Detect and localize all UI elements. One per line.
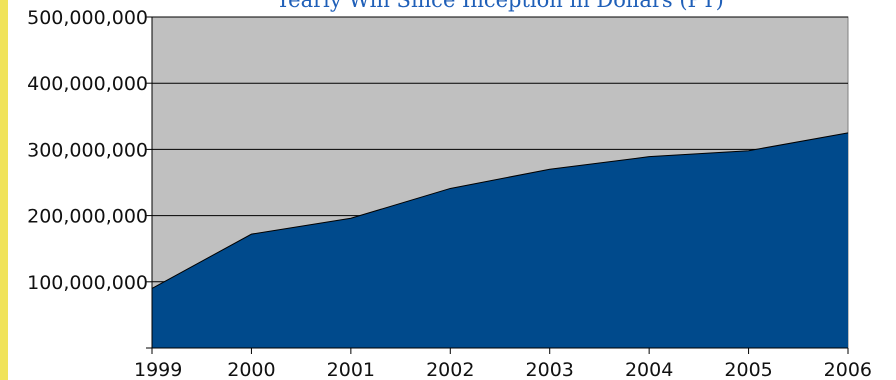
y-tick-label-5: 500,000,000 [27, 7, 148, 29]
x-tick-label-2000: 2000 [227, 359, 275, 380]
y-tick-label-2: 200,000,000 [27, 206, 148, 228]
left-accent-stripe [0, 0, 8, 380]
chart-title: Yearly Win Since Inception in Dollars (P… [276, 0, 724, 12]
y-tick-label-1: 100,000,000 [27, 272, 148, 294]
y-axis-ticks: 100,000,000 200,000,000 300,000,000 400,000… [27, 7, 152, 349]
series-outline [151, 132, 849, 289]
x-tick-label-2003: 2003 [526, 359, 574, 380]
x-tick-label-2002: 2002 [426, 359, 474, 380]
x-tick-label-2001: 2001 [327, 359, 375, 380]
series-area [152, 132, 848, 348]
y-tick-label-3: 300,000,000 [27, 139, 148, 161]
y-tick-label-4: 400,000,000 [27, 73, 148, 95]
x-tick-label-2005: 2005 [724, 359, 772, 380]
x-tick-label-1999: 1999 [134, 359, 182, 380]
x-axis-ticks: 1999 2000 2001 2002 2003 2004 2005 2006 [134, 348, 872, 380]
x-tick-label-2004: 2004 [625, 359, 673, 380]
x-tick-label-2006: 2006 [824, 359, 872, 380]
